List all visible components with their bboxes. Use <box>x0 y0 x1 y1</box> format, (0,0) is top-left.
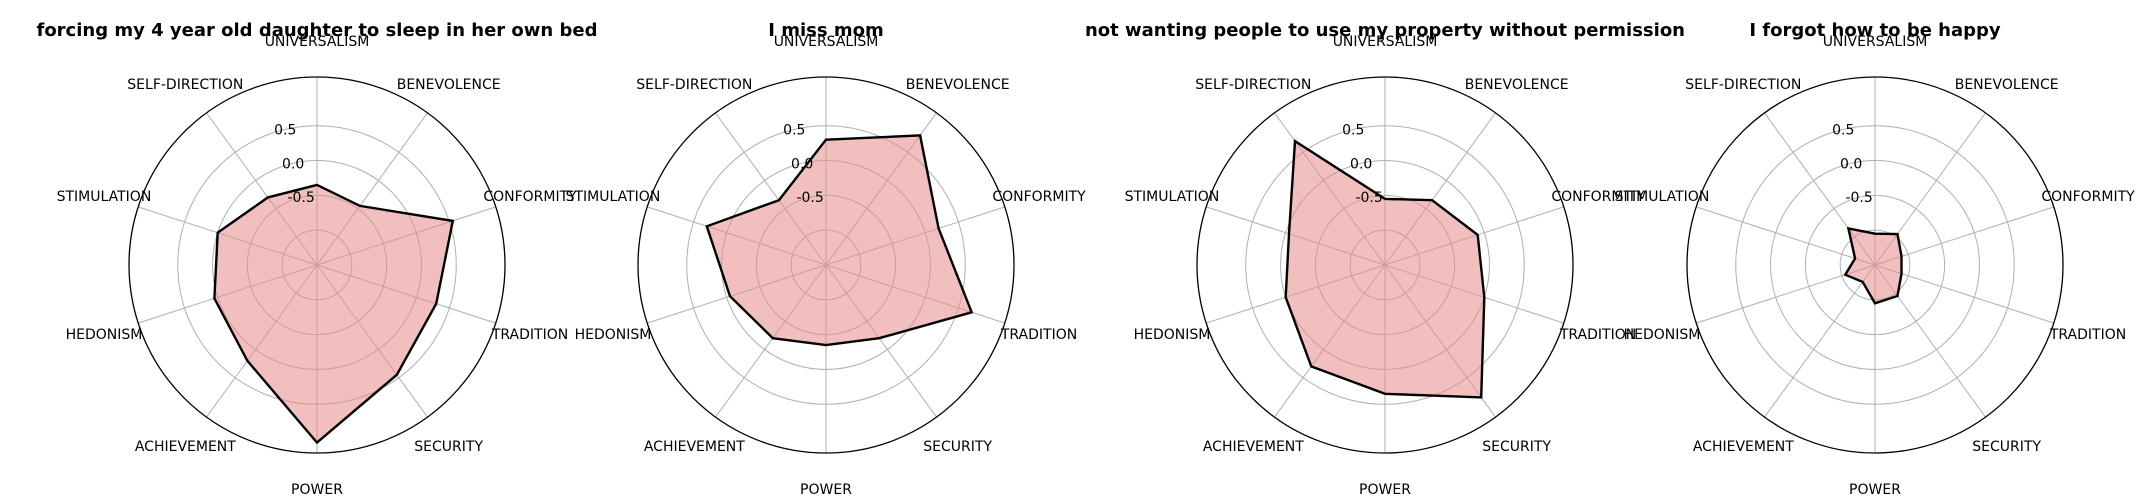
grid-spoke <box>1874 206 2054 266</box>
axis-label-security: SECURITY <box>1972 439 2041 455</box>
radial-tick-label: 0.5 <box>274 122 296 138</box>
axis-label-conformity: CONFORMITY <box>992 189 1086 205</box>
axis-label-self-direction: SELF-DIRECTION <box>1195 77 1311 93</box>
axis-label-tradition: TRADITION <box>491 327 568 343</box>
axis-label-hedonism: HEDONISM <box>1134 327 1211 343</box>
axis-label-self-direction: SELF-DIRECTION <box>127 77 243 93</box>
data-series-polygon <box>1284 138 1486 399</box>
grid-spoke <box>1696 206 1876 266</box>
radial-tick-label: -0.5 <box>1355 190 1382 206</box>
axis-label-tradition: TRADITION <box>2049 327 2126 343</box>
axis-label-conformity: CONFORMITY <box>1551 189 1645 205</box>
axis-label-universalism: UNIVERSALISM <box>1333 34 1438 50</box>
axis-label-hedonism: HEDONISM <box>66 327 143 343</box>
axis-label-hedonism: HEDONISM <box>575 327 652 343</box>
axis-label-achievement: ACHIEVEMENT <box>1693 439 1794 455</box>
radar-chart-2: I miss mom -0.5 0.0 0.5 UNIVERSALISM BENEVOLE… <box>566 20 1087 498</box>
chart-title: not wanting people to use my property wi… <box>1085 20 1685 41</box>
chart-title: forcing my 4 year old daughter to sleep … <box>36 20 597 41</box>
axis-label-benevolence: BENEVOLENCE <box>397 77 501 93</box>
radar-chart-3: not wanting people to use my property wi… <box>1085 20 1685 498</box>
radial-tick-label: -0.5 <box>287 190 314 206</box>
radar-chart-4: I forgot how to be happy -0.5 0.0 0.5 UNIVER… <box>1615 20 2136 498</box>
axis-label-achievement: ACHIEVEMENT <box>1203 439 1304 455</box>
axis-label-stimulation: STIMULATION <box>1615 189 1710 205</box>
axis-label-hedonism: HEDONISM <box>1624 327 1701 343</box>
grid-spoke <box>1764 264 1876 418</box>
polar-frame <box>1196 76 1574 454</box>
data-series-polygon <box>1843 226 1903 305</box>
axis-label-stimulation: STIMULATION <box>1125 189 1220 205</box>
axis-label-achievement: ACHIEVEMENT <box>135 439 236 455</box>
grid-spoke <box>1874 264 2054 324</box>
axis-label-universalism: UNIVERSALISM <box>265 34 370 50</box>
axis-label-self-direction: SELF-DIRECTION <box>636 77 752 93</box>
chart-title: I forgot how to be happy <box>1749 20 2001 41</box>
radial-tick-label: 0.0 <box>1840 156 1862 172</box>
polar-frame <box>128 76 506 454</box>
axis-label-tradition: TRADITION <box>1000 327 1077 343</box>
radial-tick-label: -0.5 <box>1845 190 1872 206</box>
radial-tick-label: 0.5 <box>1832 122 1854 138</box>
axis-label-universalism: UNIVERSALISM <box>774 34 879 50</box>
data-series-polygon <box>705 134 974 347</box>
axis-label-stimulation: STIMULATION <box>57 189 152 205</box>
axis-label-self-direction: SELF-DIRECTION <box>1685 77 1801 93</box>
axis-label-security: SECURITY <box>923 439 992 455</box>
axis-label-stimulation: STIMULATION <box>566 189 661 205</box>
axis-label-achievement: ACHIEVEMENT <box>644 439 745 455</box>
axis-label-benevolence: BENEVOLENCE <box>906 77 1010 93</box>
polar-frame <box>637 76 1015 454</box>
radar-chart-1: forcing my 4 year old daughter to sleep … <box>36 20 597 498</box>
axis-label-power: POWER <box>800 482 852 498</box>
axis-label-power: POWER <box>1849 482 1901 498</box>
radial-tick-label: 0.0 <box>282 156 304 172</box>
axis-label-power: POWER <box>291 482 343 498</box>
axis-label-universalism: UNIVERSALISM <box>1823 34 1928 50</box>
axis-label-tradition: TRADITION <box>1559 327 1636 343</box>
radial-tick-label: 0.5 <box>1342 122 1364 138</box>
axis-label-power: POWER <box>1359 482 1411 498</box>
axis-label-security: SECURITY <box>414 439 483 455</box>
chart-title: I miss mom <box>768 20 883 41</box>
axis-label-conformity: CONFORMITY <box>2041 189 2135 205</box>
radial-tick-label: 0.0 <box>791 156 813 172</box>
axis-label-benevolence: BENEVOLENCE <box>1465 77 1569 93</box>
axis-label-benevolence: BENEVOLENCE <box>1955 77 2059 93</box>
axis-label-conformity: CONFORMITY <box>483 189 577 205</box>
radial-tick-label: -0.5 <box>796 190 823 206</box>
axis-label-security: SECURITY <box>1482 439 1551 455</box>
radial-tick-label: 0.5 <box>783 122 805 138</box>
polar-frame <box>1686 76 2064 454</box>
radial-tick-label: 0.0 <box>1350 156 1372 172</box>
data-series-polygon <box>213 183 455 445</box>
